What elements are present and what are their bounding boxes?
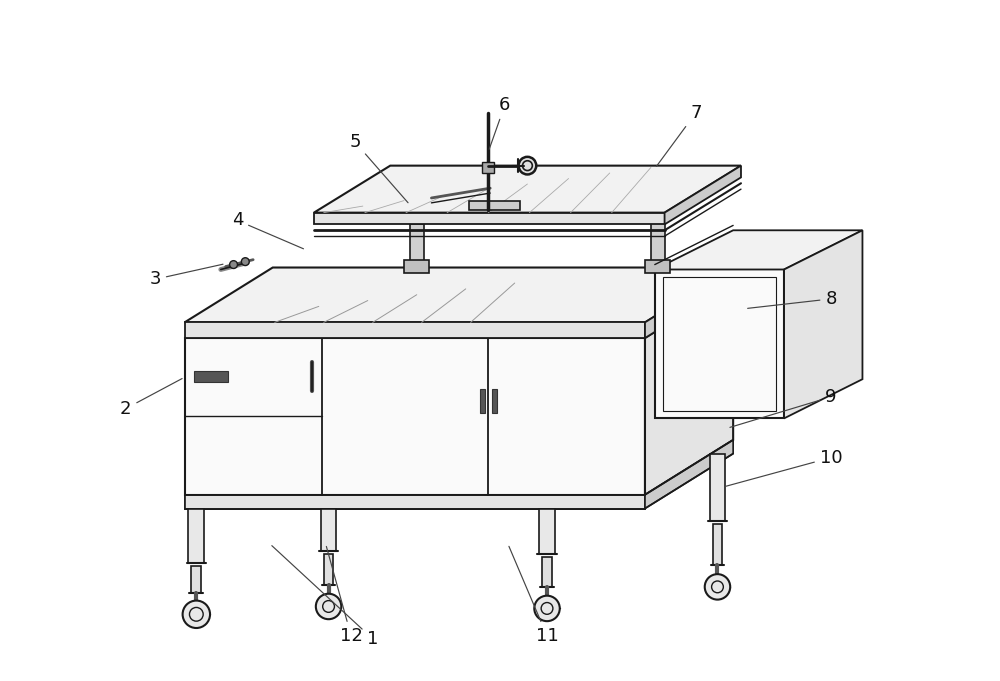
Circle shape [705,574,730,599]
Polygon shape [645,440,733,509]
Circle shape [316,594,341,619]
Polygon shape [188,509,204,563]
Polygon shape [645,259,670,273]
Polygon shape [482,161,494,174]
Polygon shape [665,165,741,225]
Circle shape [230,261,237,268]
Text: 4: 4 [232,212,303,249]
Polygon shape [314,165,741,212]
Text: 2: 2 [120,379,182,417]
Polygon shape [651,181,665,264]
Polygon shape [321,509,336,551]
Circle shape [534,596,560,621]
Polygon shape [314,212,665,225]
Text: 6: 6 [489,96,511,149]
Polygon shape [492,389,497,413]
Polygon shape [645,268,733,338]
Polygon shape [645,283,733,495]
Text: 9: 9 [730,387,837,428]
Polygon shape [542,556,552,587]
Polygon shape [539,509,555,554]
Polygon shape [185,495,645,509]
Polygon shape [710,454,725,521]
Polygon shape [324,554,333,585]
Polygon shape [469,201,520,210]
Circle shape [519,157,536,174]
Polygon shape [185,495,645,509]
Polygon shape [784,230,862,418]
Polygon shape [480,389,485,413]
Polygon shape [191,567,201,592]
Text: 1: 1 [272,545,378,648]
Polygon shape [194,371,228,382]
Text: 8: 8 [748,290,837,308]
Circle shape [241,257,249,266]
Text: 12: 12 [326,546,363,645]
Polygon shape [713,524,722,565]
Polygon shape [185,338,645,495]
Polygon shape [185,268,733,322]
Polygon shape [404,259,429,273]
Polygon shape [410,225,424,264]
Text: 7: 7 [656,104,702,166]
Text: 10: 10 [726,449,842,486]
Polygon shape [655,230,862,270]
Polygon shape [185,322,645,338]
Text: 3: 3 [149,264,223,288]
Text: 11: 11 [509,546,558,645]
Circle shape [183,601,210,628]
Text: 5: 5 [349,133,408,203]
Polygon shape [655,270,784,418]
